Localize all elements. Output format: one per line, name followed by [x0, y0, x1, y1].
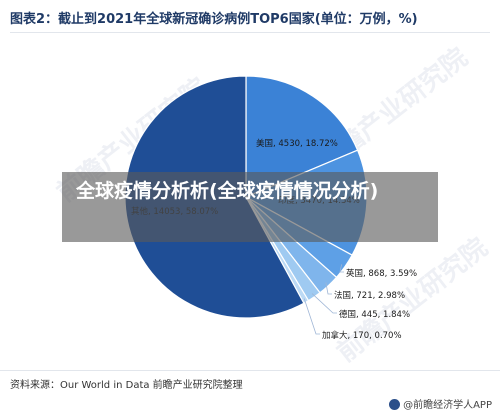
- slice-label-germany: 德国, 445, 1.84%: [339, 309, 410, 320]
- slice-label-canada: 加拿大, 170, 0.70%: [322, 330, 402, 341]
- overlay-banner: 全球疫情分析析(全球疫情情况分析): [62, 172, 438, 242]
- slice-label-uk: 英国, 868, 3.59%: [346, 268, 417, 279]
- leader-line-germany: [311, 293, 337, 314]
- leader-line-uk: [339, 264, 344, 273]
- title-divider: [10, 32, 490, 33]
- pie-slice-usa: [245, 75, 359, 198]
- leader-line-canada: [303, 298, 320, 335]
- source-note: 资料来源：Our World in Data 前瞻产业研究院整理: [10, 380, 243, 391]
- brand-label: @前瞻经济学人APP: [403, 400, 492, 411]
- brand-credit: @前瞻经济学人APP: [389, 396, 492, 411]
- chart-title: 图表2：截止到2021年全球新冠确诊病例TOP6国家(单位：万例，%): [10, 12, 418, 27]
- leader-line-france: [325, 282, 332, 295]
- slice-label-usa: 美国, 4530, 18.72%: [256, 138, 338, 149]
- brand-logo-icon: [389, 399, 401, 410]
- footer-divider: [0, 370, 500, 371]
- slice-label-france: 法国, 721, 2.98%: [334, 290, 405, 301]
